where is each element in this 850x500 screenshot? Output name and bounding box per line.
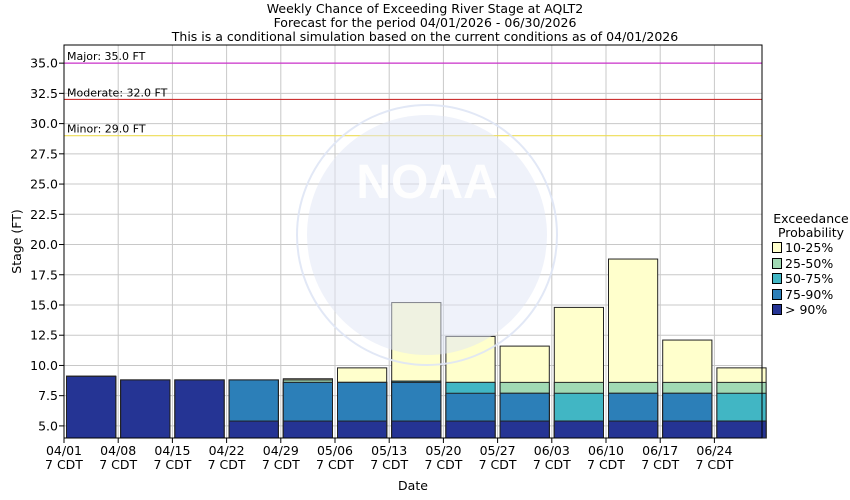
x-tick-label: 05/06 bbox=[317, 443, 353, 458]
bar-segment bbox=[337, 420, 388, 439]
x-axis-label: Date bbox=[398, 478, 428, 493]
y-tick-label: 20.0 bbox=[30, 237, 58, 252]
y-tick-label: 17.5 bbox=[30, 267, 58, 282]
x-tick-sublabel: 7 CDT bbox=[208, 457, 246, 472]
x-tick-sublabel: 7 CDT bbox=[370, 457, 408, 472]
y-tick-label: 22.5 bbox=[30, 207, 58, 222]
x-tick-label: 06/03 bbox=[534, 443, 570, 458]
legend-label: 25-50% bbox=[785, 255, 834, 271]
x-tick-sublabel: 7 CDT bbox=[587, 457, 625, 472]
legend-label: 75-90% bbox=[785, 286, 834, 302]
y-tick-label: 35.0 bbox=[30, 56, 58, 71]
bar-segment bbox=[608, 420, 659, 439]
legend-swatch bbox=[772, 242, 782, 254]
x-tick-label: 06/17 bbox=[642, 443, 678, 458]
bar-segment bbox=[228, 420, 279, 439]
x-tick-label: 06/10 bbox=[588, 443, 624, 458]
x-tick-sublabel: 7 CDT bbox=[262, 457, 300, 472]
legend-item: 75-90% bbox=[771, 287, 850, 303]
chart-title-line-2: Forecast for the period 04/01/2026 - 06/… bbox=[273, 15, 577, 30]
x-tick-sublabel: 7 CDT bbox=[153, 457, 191, 472]
legend-label: 10-25% bbox=[785, 240, 834, 256]
bar-segment bbox=[120, 379, 171, 439]
bar-segment bbox=[282, 420, 333, 439]
x-tick-sublabel: 7 CDT bbox=[316, 457, 354, 472]
x-tick-label: 05/20 bbox=[425, 443, 461, 458]
x-tick-sublabel: 7 CDT bbox=[695, 457, 733, 472]
y-tick-label: 32.5 bbox=[30, 86, 58, 101]
legend-label: > 90% bbox=[785, 302, 828, 318]
bar-segment bbox=[391, 420, 442, 439]
x-tick-sublabel: 7 CDT bbox=[641, 457, 679, 472]
x-tick-label: 04/08 bbox=[100, 443, 136, 458]
legend-items: 10-25% 25-50% 50-75% 75-90% > 90% bbox=[771, 240, 850, 318]
plot-frame bbox=[63, 44, 763, 439]
legend: Exceedance Probability 10-25% 25-50% 50-75… bbox=[771, 212, 850, 318]
y-axis-label: Stage (FT) bbox=[9, 209, 24, 273]
threshold-label: Major: 35.0 FT bbox=[67, 50, 146, 63]
threshold-label: Moderate: 32.0 FT bbox=[67, 86, 168, 99]
legend-swatch bbox=[772, 304, 782, 316]
x-tick-sublabel: 7 CDT bbox=[45, 457, 83, 472]
x-tick-sublabel: 7 CDT bbox=[424, 457, 462, 472]
threshold-label: Minor: 29.0 FT bbox=[67, 123, 146, 136]
legend-title-line-1: Exceedance bbox=[773, 211, 849, 226]
chart-title-line-3: This is a conditional simulation based o… bbox=[171, 29, 679, 44]
x-tick-label: 04/29 bbox=[263, 443, 299, 458]
bar-segment bbox=[553, 420, 604, 439]
legend-swatch bbox=[772, 257, 782, 269]
legend-item: > 90% bbox=[771, 302, 850, 318]
legend-item: 25-50% bbox=[771, 256, 850, 272]
legend-swatch bbox=[772, 273, 782, 285]
legend-item: 50-75% bbox=[771, 271, 850, 287]
x-tick-label: 04/15 bbox=[154, 443, 190, 458]
bar-segment bbox=[499, 420, 550, 439]
y-tick-label: 10.0 bbox=[30, 358, 58, 373]
y-tick-label: 30.0 bbox=[30, 116, 58, 131]
legend-item: 10-25% bbox=[771, 240, 850, 256]
y-tick-label: 25.0 bbox=[30, 177, 58, 192]
chart-title-line-1: Weekly Chance of Exceeding River Stage a… bbox=[266, 1, 584, 16]
bar-segment bbox=[662, 420, 713, 439]
y-tick-label: 7.5 bbox=[38, 388, 58, 403]
legend-title-line-2: Probability bbox=[777, 225, 845, 240]
legend-label: 50-75% bbox=[785, 271, 834, 287]
bar-segment bbox=[174, 379, 225, 439]
y-tick-label: 27.5 bbox=[30, 146, 58, 161]
bar-segment bbox=[66, 375, 117, 439]
x-tick-label: 05/13 bbox=[371, 443, 407, 458]
y-tick-label: 15.0 bbox=[30, 297, 58, 312]
x-tick-label: 05/27 bbox=[480, 443, 516, 458]
x-tick-sublabel: 7 CDT bbox=[479, 457, 517, 472]
x-tick-label: 04/01 bbox=[46, 443, 82, 458]
legend-swatch bbox=[772, 288, 782, 300]
x-tick-sublabel: 7 CDT bbox=[99, 457, 137, 472]
y-tick-label: 5.0 bbox=[38, 418, 58, 433]
bar-segment bbox=[716, 420, 767, 439]
x-tick-label: 06/24 bbox=[696, 443, 732, 458]
bar-segment bbox=[445, 420, 496, 439]
y-tick-label: 12.5 bbox=[30, 328, 58, 343]
x-tick-label: 04/22 bbox=[209, 443, 245, 458]
x-tick-sublabel: 7 CDT bbox=[533, 457, 571, 472]
